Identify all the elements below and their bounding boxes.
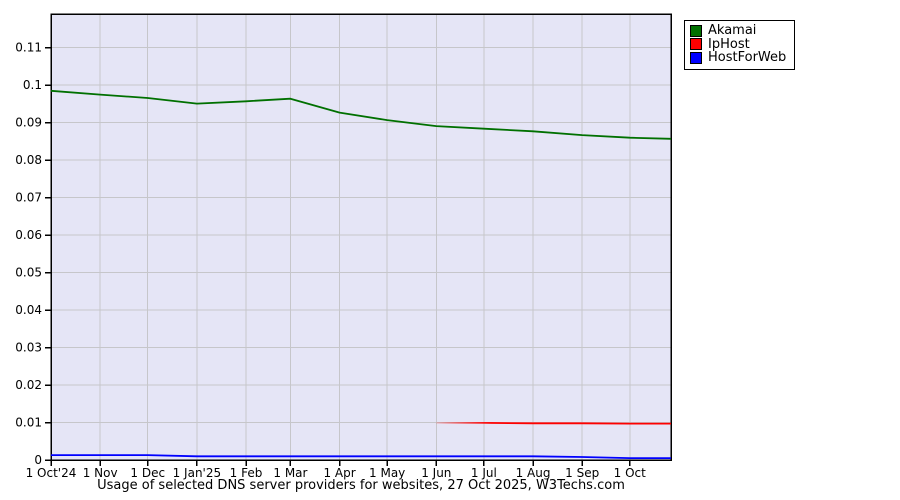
plot-area (51, 14, 671, 460)
series-line-iphost (436, 421, 671, 425)
y-tick-label: 0.07 (15, 191, 42, 205)
y-tick-label: 0 (34, 453, 42, 467)
legend-item-iphost: IpHost (690, 36, 786, 52)
x-tick-label: 1 Mar (273, 466, 307, 480)
legend-item-hostforweb: HostForWeb (690, 51, 786, 65)
y-tick-label: 0.01 (15, 416, 42, 430)
y-tick-label: 0.08 (15, 153, 42, 167)
x-tick-label: 1 Dec (130, 466, 165, 480)
series-line-hostforweb (51, 454, 671, 460)
x-tick-label: 1 Feb (230, 466, 263, 480)
x-tick-label: 1 Aug (516, 466, 551, 480)
plot-border (50, 13, 672, 461)
legend-label-hostforweb: HostForWeb (708, 50, 787, 65)
x-tick-label: 1 Jan'25 (173, 466, 222, 480)
legend-swatch-hostforweb-icon (690, 51, 702, 64)
legend-item-akamai: Akamai (690, 24, 786, 38)
chart-legend: Akamai IpHost HostForWeb (684, 20, 796, 70)
chart-caption: Usage of selected DNS server providers f… (97, 478, 625, 493)
x-tick-label: 1 Jun (421, 466, 451, 480)
legend-label-iphost: IpHost (708, 36, 750, 52)
x-tick-label: 1 Oct (614, 466, 646, 480)
x-tick-label: 1 May (369, 466, 405, 480)
legend-label-akamai: Akamai (708, 23, 757, 38)
y-tick-label: 0.06 (15, 228, 42, 242)
series-line-akamai (50, 89, 672, 140)
legend-swatch-iphost-icon (690, 38, 702, 51)
y-tick-label: 0.1 (23, 78, 42, 92)
y-tick-label: 0.11 (15, 41, 42, 55)
x-tick-label: 1 Apr (323, 466, 355, 480)
x-tick-label: 1 Nov (83, 466, 118, 480)
y-tick-label: 0.04 (15, 303, 42, 317)
x-tick-label: 1 Jul (471, 466, 497, 480)
legend-swatch-akamai-icon (690, 24, 702, 37)
y-tick-label: 0.09 (15, 116, 42, 130)
y-tick-label: 0.03 (15, 341, 42, 355)
y-tick-label: 0.05 (15, 266, 42, 280)
x-tick-label: 1 Oct'24 (26, 466, 77, 480)
y-tick-label: 0.02 (15, 378, 42, 392)
x-tick-label: 1 Sep (565, 466, 599, 480)
